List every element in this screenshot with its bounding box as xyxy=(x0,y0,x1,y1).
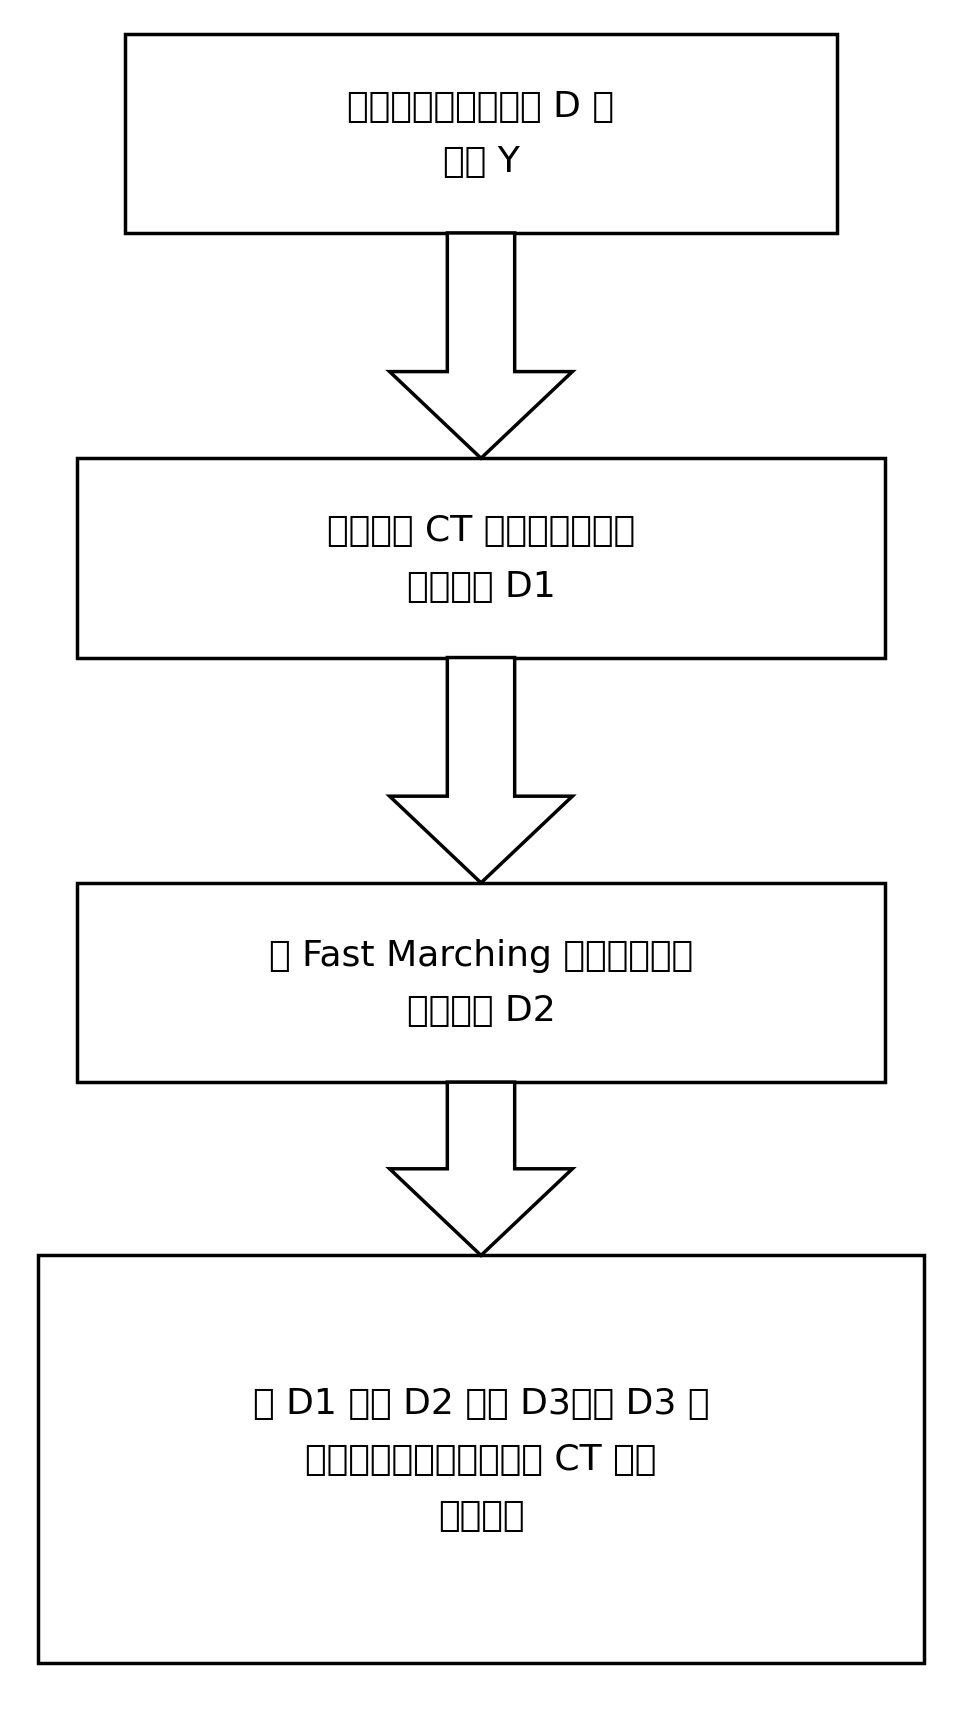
Text: 提取腹部 CT 图像主要血管及
相连器官 D1: 提取腹部 CT 图像主要血管及 相连器官 D1 xyxy=(327,514,634,603)
Polygon shape xyxy=(389,658,572,883)
Polygon shape xyxy=(389,234,572,459)
Text: 用 D1 减去 D2 得到 D3，对 D3 进
行后处理得到最终的腹部 CT 图像
主要血管: 用 D1 减去 D2 得到 D3，对 D3 进 行后处理得到最终的腹部 CT 图… xyxy=(253,1387,708,1531)
Text: 用 Fast Marching 方法提取腹部
主要器官 D2: 用 Fast Marching 方法提取腹部 主要器官 D2 xyxy=(269,939,692,1027)
FancyBboxPatch shape xyxy=(125,35,836,234)
FancyBboxPatch shape xyxy=(38,1256,923,1663)
FancyBboxPatch shape xyxy=(77,459,884,658)
Text: 读取腹部三维数据体 D 并
构建 Y: 读取腹部三维数据体 D 并 构建 Y xyxy=(347,90,614,178)
FancyBboxPatch shape xyxy=(77,883,884,1082)
Polygon shape xyxy=(389,1082,572,1256)
